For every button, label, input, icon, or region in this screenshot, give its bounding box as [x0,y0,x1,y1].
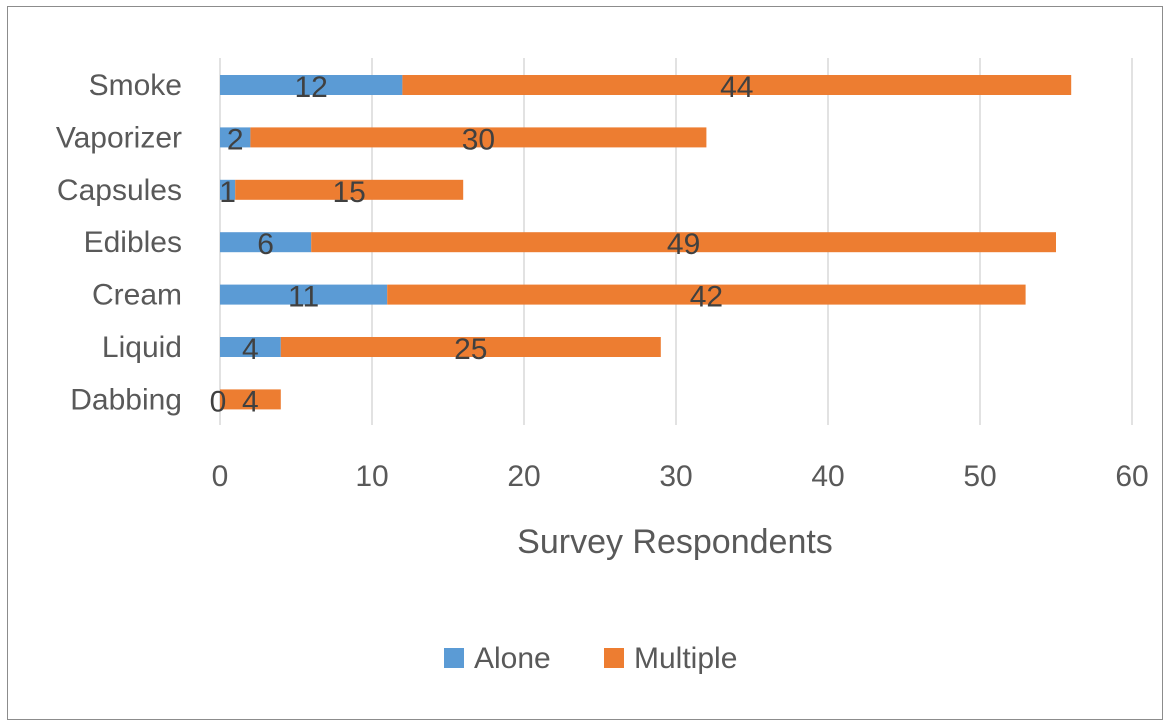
chart-frame [7,6,1163,720]
bar-alone-vaporizer [220,127,251,148]
x-tick-label: 10 [355,460,388,493]
x-tick-labels: 0 10 20 30 40 50 60 [212,460,1149,493]
data-label-alone: 11 [288,281,319,314]
data-label-alone: 12 [295,71,328,104]
x-tick-label: 0 [212,460,229,493]
bar-alone-liquid [220,337,281,357]
bar-multiple-smoke [402,75,1072,95]
x-tick-label: 50 [963,460,996,493]
bar-multiple-dabbing [220,389,281,410]
data-label-multiple: 49 [667,228,700,261]
legend-swatch-alone [444,648,464,668]
legend: Alone Multiple [444,642,737,675]
data-label-alone: 6 [257,228,274,261]
data-label-multiple: 42 [690,281,723,314]
bar-multiple-liquid [280,337,661,357]
data-label-alone: 2 [227,123,244,156]
category-label: Smoke [89,69,182,102]
bar-multiple-edibles [311,232,1056,253]
bar-multiple-cream [387,284,1026,305]
x-axis-title: Survey Respondents [517,523,833,561]
x-tick-label: 40 [811,460,844,493]
x-tick-label: 30 [659,460,692,493]
legend-label-alone: Alone [474,642,551,675]
category-label: Liquid [102,331,182,364]
category-label: Vaporizer [56,121,182,154]
bars [220,75,1072,410]
category-label: Cream [92,279,182,312]
data-label-multiple: 4 [242,385,259,418]
data-label-alone: 1 [219,176,236,209]
data-label-alone: 4 [242,333,259,366]
x-tick-label: 20 [507,460,540,493]
data-label-multiple: 44 [720,71,753,104]
category-labels: Smoke Vaporizer Capsules Edibles Cream Liquid… [56,69,182,416]
category-label: Capsules [57,174,182,207]
data-label-alone: 0 [210,385,227,418]
legend-swatch-multiple [604,648,624,668]
data-label-multiple: 30 [462,123,495,156]
data-label-multiple: 25 [454,333,487,366]
data-labels: 12 44 2 30 1 15 6 49 11 42 4 25 0 4 [210,71,754,418]
bar-multiple-vaporizer [250,127,707,148]
x-tick-label: 60 [1115,460,1148,493]
bar-multiple-capsules [235,179,464,200]
data-label-multiple: 15 [333,176,366,209]
legend-label-multiple: Multiple [634,642,737,675]
bar-alone-cream [220,284,388,305]
category-label: Dabbing [70,383,182,416]
bar-alone-edibles [220,232,312,253]
category-label: Edibles [84,226,182,259]
bar-alone-capsules [220,179,236,200]
bar-alone-smoke [220,75,403,95]
